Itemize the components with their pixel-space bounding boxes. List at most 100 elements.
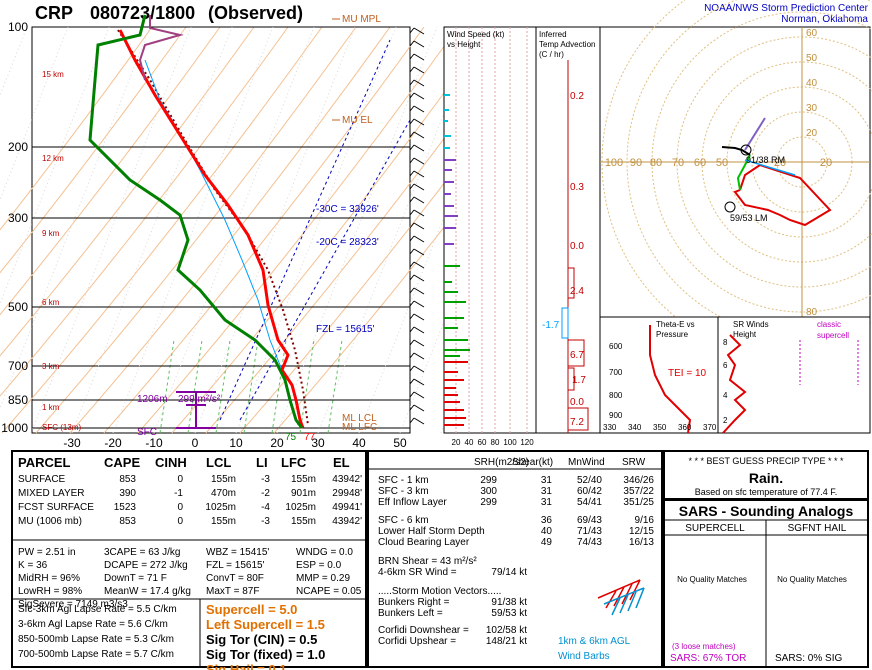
srh-value-label: 299 m²/s² [178, 394, 221, 405]
theta-p-tick: 800 [609, 391, 623, 400]
parcel-cell: -3 [261, 516, 270, 527]
srw-y-tick: 2 [723, 416, 728, 425]
srw-y-tick: 6 [723, 361, 728, 370]
parcel-cell: -1 [174, 488, 183, 499]
kinematics-panel: SRH(m2/s2) Shear(kt) MnWind SRW SFC - 1 … [367, 450, 663, 668]
adv-value: 2.4 [570, 286, 584, 297]
theta-p-tick: 700 [609, 368, 623, 377]
adv-value: 6.7 [570, 350, 584, 361]
index-value: DCAPE = 272 J/kg [104, 560, 188, 571]
wind-tick: 120 [520, 438, 534, 447]
height-tick: 15 km [42, 70, 64, 79]
sars-sig: SARS: 0% SIG [775, 653, 842, 664]
parcel-cell: 155m [211, 516, 236, 527]
parcel-cell: 43942' [332, 516, 362, 527]
kin-shear: 31 [541, 475, 553, 486]
kin-srh: 300 [480, 486, 497, 497]
theta-x-tick: 330 [603, 423, 617, 432]
hodo-axis-label: 60 [694, 157, 706, 169]
parcel-cell: -2 [261, 488, 270, 499]
theta-p-tick: 600 [609, 342, 623, 351]
precip-title: * * * BEST GUESS PRECIP TYPE * * * [688, 456, 844, 466]
wind-barb [413, 339, 425, 347]
index-value: WNDG = 0.0 [296, 547, 353, 558]
temp-tick: 10 [229, 436, 243, 450]
parcel-cell: FCST SURFACE [18, 502, 94, 513]
wind-barb-flag [409, 404, 415, 411]
kin-header: MnWind [568, 457, 605, 468]
height-tick: SFC (13m) [42, 423, 81, 432]
adv-title-3: (C / hr) [539, 50, 564, 59]
wind-barb [413, 53, 425, 61]
dry-adiabat [103, 26, 425, 434]
lapse-rate: 850-500mb Lapse Rate = 5.3 C/km [18, 634, 174, 645]
wind-barb-flag [409, 40, 415, 47]
wind-barb-flag [409, 391, 415, 398]
isotherm [194, 26, 356, 434]
sars-loose: (3 loose matches) [672, 642, 736, 651]
bunkers-right-label: Bunkers Right = [378, 597, 450, 608]
adv-value: 0.3 [570, 182, 584, 193]
wind-barb [413, 417, 425, 425]
height-tick: 6 km [42, 298, 60, 307]
wind-barb-flag [409, 196, 415, 203]
hodo-axis-label: 20 [774, 157, 786, 169]
height-axis: 15 km 12 km 9 km 6 km 3 km 1 km SFC (13m… [42, 70, 81, 432]
index-value: MaxT = 87F [206, 586, 259, 597]
corfidi-down-value: 102/58 kt [486, 625, 527, 636]
index-value: PW = 2.51 in [18, 547, 76, 558]
bunkers-right-value: 91/38 kt [491, 597, 527, 608]
parcel-header: PARCEL [18, 455, 71, 470]
temp-tick: -20 [104, 436, 122, 450]
hodo-ring-label: 80 [806, 307, 818, 318]
tei-label: TEI = 10 [668, 368, 707, 379]
parcel-cell: 853 [119, 474, 136, 485]
wind-barb [413, 196, 425, 204]
isotherm [153, 26, 315, 434]
lapse-rate: Sfc-3km Agl Lapse Rate = 5.5 C/km [18, 604, 177, 615]
index-value: ESP = 0.0 [296, 560, 342, 571]
wind-barb [413, 274, 425, 282]
dry-adiabat [35, 26, 357, 434]
parcel-cell: 0 [177, 502, 183, 513]
wind-barb [413, 261, 425, 269]
wind-barb [413, 170, 425, 178]
theta-title-1: Theta-E vs [656, 320, 695, 329]
kin-header: Shear(kt) [512, 457, 553, 468]
parcel-cell: 1523 [114, 502, 137, 513]
parcel-cell: 155m [211, 474, 236, 485]
pressure-tick: 850 [8, 393, 28, 407]
wind-barb-flag [409, 183, 415, 190]
hodograph-panel: 60 50 40 30 20 80 100 90 80 70 60 50 20 … [599, 0, 872, 363]
mixing-ratio-line [187, 339, 203, 434]
wind-barb [413, 352, 425, 360]
parcel-panel: PARCEL CAPE CINH LCL LI LFC EL SURFACE 85… [11, 450, 367, 670]
station-title: CRP [35, 3, 73, 23]
wind-barb-flag [409, 248, 415, 255]
kin-srw: 351/25 [623, 497, 654, 508]
dry-adiabat [0, 26, 221, 316]
isotherm [399, 26, 561, 434]
height-tick: 1 km [42, 403, 60, 412]
brn-shear: BRN Shear = 43 m²/s² [378, 556, 477, 567]
wind-barb [413, 300, 425, 308]
srw-title-1: SR Winds [733, 320, 769, 329]
sars-panel: SARS - Sounding Analogs SUPERCELL SGFNT … [663, 499, 869, 668]
wind-barb [413, 79, 425, 87]
hodo-axis-label: 100 [605, 157, 623, 169]
wind-barb-flag [409, 27, 415, 34]
parcel-cell: 390 [119, 488, 136, 499]
sars-tor: SARS: 67% TOR [670, 653, 746, 664]
sfc-label: SFC [137, 427, 157, 438]
parcel-trace [117, 29, 309, 426]
hodo-ring-label: 30 [806, 103, 818, 114]
wind-barb [413, 66, 425, 74]
isotherm [0, 26, 151, 409]
hodo-axis-label: 50 [716, 157, 728, 169]
wind-speed-panel: Wind Speed (kt) vs Height 20 40 60 80 10… [443, 26, 537, 447]
org-line-2: Norman, Oklahoma [781, 14, 868, 25]
parcel-header: LFC [281, 455, 307, 470]
parcel-cell: 1025m [205, 502, 236, 513]
mixing-ratio-line [327, 339, 343, 434]
